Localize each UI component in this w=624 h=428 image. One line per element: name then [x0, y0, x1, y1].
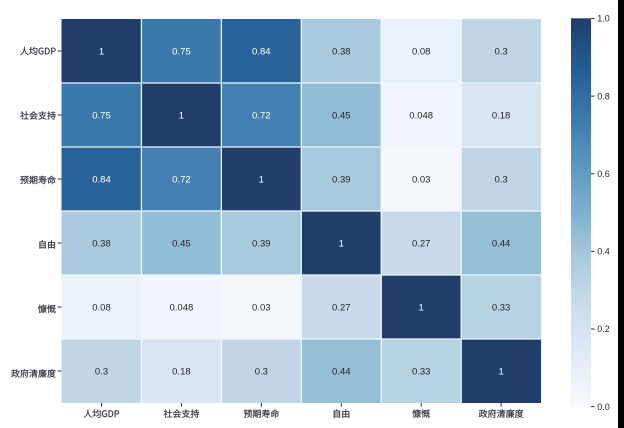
svg-text:0.33: 0.33: [492, 302, 511, 313]
svg-text:0.75: 0.75: [172, 46, 191, 57]
svg-text:0.4: 0.4: [597, 247, 610, 257]
svg-text:0.38: 0.38: [332, 46, 351, 57]
svg-text:0.44: 0.44: [492, 238, 511, 249]
svg-text:0.27: 0.27: [332, 302, 351, 313]
svg-text:0.048: 0.048: [409, 110, 433, 121]
svg-text:1: 1: [339, 238, 344, 249]
svg-text:0.3: 0.3: [255, 366, 268, 377]
svg-text:0.27: 0.27: [412, 238, 431, 249]
svg-text:0.3: 0.3: [95, 366, 108, 377]
svg-text:0.3: 0.3: [494, 174, 507, 185]
svg-text:0.2: 0.2: [597, 324, 610, 334]
svg-text:0.39: 0.39: [332, 174, 351, 185]
svg-text:1: 1: [498, 366, 503, 377]
svg-text:0.048: 0.048: [170, 302, 194, 313]
svg-text:1: 1: [259, 174, 264, 185]
svg-text:0.84: 0.84: [252, 46, 271, 57]
svg-text:1.0: 1.0: [597, 14, 610, 24]
svg-text:0.72: 0.72: [252, 110, 271, 121]
svg-text:0.33: 0.33: [412, 366, 431, 377]
svg-text:0.6: 0.6: [597, 169, 610, 179]
svg-text:1: 1: [99, 46, 104, 57]
svg-text:0.18: 0.18: [492, 110, 511, 121]
svg-text:0.45: 0.45: [332, 110, 351, 121]
svg-text:0.8: 0.8: [597, 91, 610, 101]
svg-text:0.03: 0.03: [412, 174, 431, 185]
svg-text:0.75: 0.75: [92, 110, 111, 121]
svg-text:0.18: 0.18: [172, 366, 191, 377]
svg-text:1: 1: [179, 110, 184, 121]
svg-text:0.03: 0.03: [252, 302, 271, 313]
svg-text:0.84: 0.84: [92, 174, 111, 185]
svg-text:0.39: 0.39: [252, 238, 271, 249]
svg-text:0.38: 0.38: [92, 238, 111, 249]
svg-text:0.0: 0.0: [597, 402, 610, 412]
svg-text:0.08: 0.08: [92, 302, 111, 313]
svg-text:0.44: 0.44: [332, 366, 351, 377]
svg-text:1: 1: [419, 302, 424, 313]
svg-text:0.72: 0.72: [172, 174, 191, 185]
svg-text:0.45: 0.45: [172, 238, 191, 249]
svg-text:0.08: 0.08: [412, 46, 431, 57]
svg-text:0.3: 0.3: [494, 46, 507, 57]
